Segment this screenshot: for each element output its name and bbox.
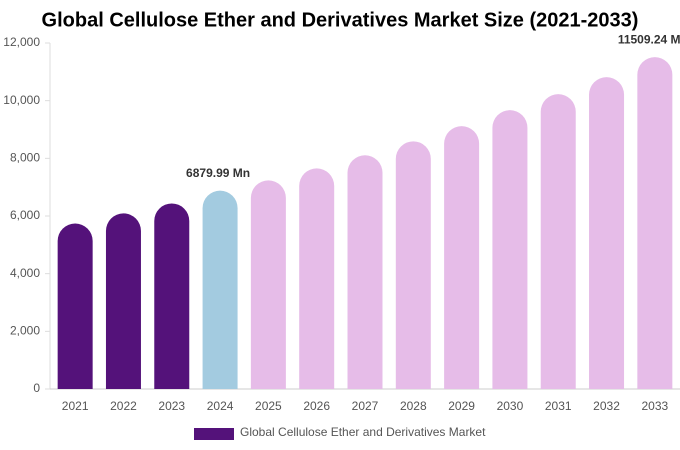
y-tick-label: 4,000 bbox=[10, 266, 40, 280]
x-tick-label: 2022 bbox=[110, 399, 137, 413]
legend-label: Global Cellulose Ether and Derivatives M… bbox=[240, 425, 486, 439]
legend-swatch bbox=[194, 428, 234, 440]
bar bbox=[202, 190, 238, 389]
x-tick-label: 2030 bbox=[497, 399, 524, 413]
x-tick-label: 2028 bbox=[400, 399, 427, 413]
y-tick-label: 2,000 bbox=[10, 324, 40, 338]
x-tick-label: 2026 bbox=[303, 399, 330, 413]
data-label: 11509.24 Mn bbox=[618, 32, 680, 46]
x-tick-label: 2025 bbox=[255, 399, 282, 413]
bar bbox=[154, 203, 190, 389]
bar bbox=[589, 77, 625, 389]
y-tick-label: 10,000 bbox=[3, 93, 40, 107]
bar bbox=[105, 213, 141, 389]
x-tick-label: 2024 bbox=[207, 399, 234, 413]
x-tick-label: 2023 bbox=[158, 399, 185, 413]
y-tick-label: 8,000 bbox=[10, 151, 40, 165]
bar bbox=[637, 57, 673, 390]
y-tick-label: 0 bbox=[33, 381, 40, 395]
x-tick-label: 2027 bbox=[352, 399, 379, 413]
bar bbox=[250, 180, 286, 389]
x-tick-label: 2032 bbox=[593, 399, 620, 413]
data-label: 6879.99 Mn bbox=[186, 166, 250, 180]
y-tick-label: 12,000 bbox=[3, 35, 40, 49]
x-tick-label: 2021 bbox=[62, 399, 89, 413]
y-tick-label: 6,000 bbox=[10, 208, 40, 222]
bar bbox=[395, 141, 431, 389]
bar bbox=[299, 168, 335, 389]
bar bbox=[540, 94, 576, 389]
x-tick-label: 2031 bbox=[545, 399, 572, 413]
bar bbox=[444, 126, 480, 390]
x-tick-label: 2033 bbox=[641, 399, 668, 413]
bar bbox=[57, 223, 93, 389]
bar bbox=[492, 110, 528, 390]
x-tick-label: 2029 bbox=[448, 399, 475, 413]
chart-title: Global Cellulose Ether and Derivatives M… bbox=[42, 9, 639, 31]
bar bbox=[347, 155, 383, 389]
